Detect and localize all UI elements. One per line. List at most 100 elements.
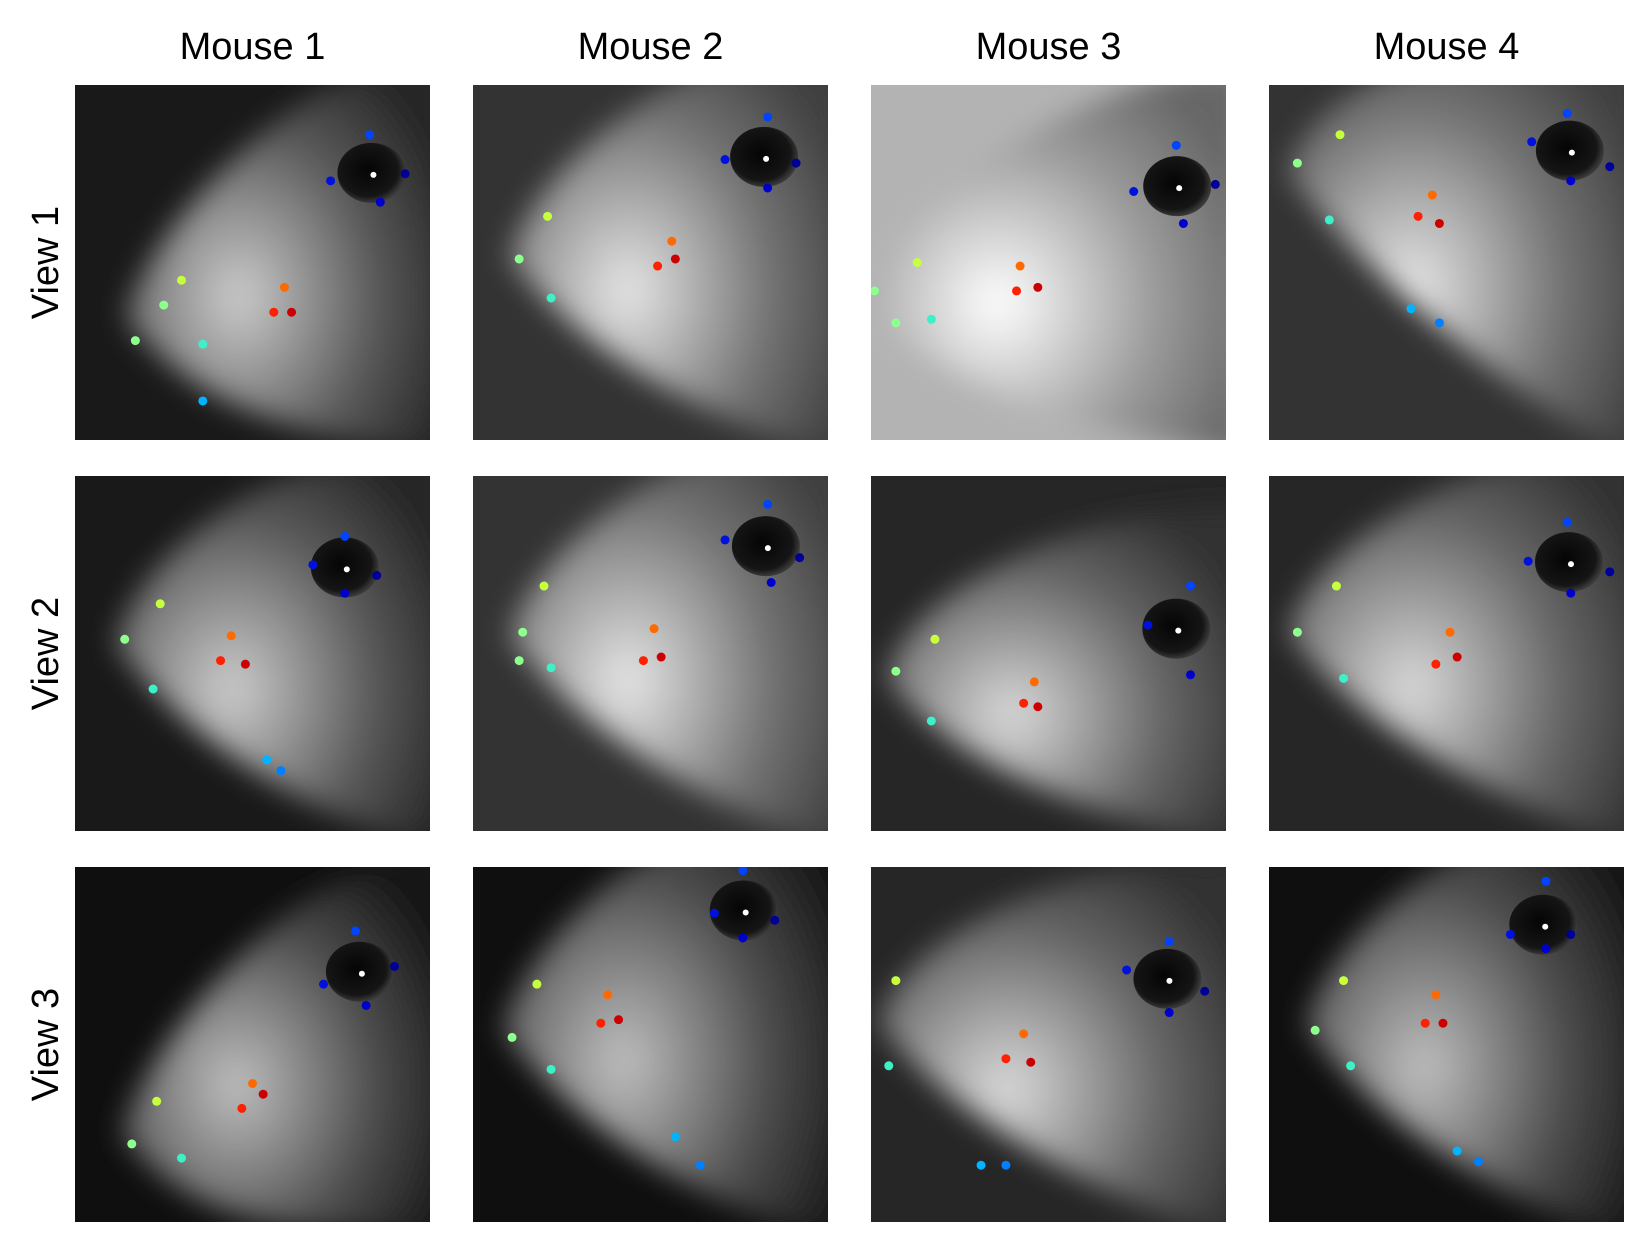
column-title-mouse-2: Mouse 2 xyxy=(577,26,724,68)
keypoint-nose-tip xyxy=(891,666,901,676)
keypoint-nose-bottom xyxy=(1346,1061,1356,1071)
keypoint-eye-front xyxy=(326,176,336,186)
keypoint-eye-front xyxy=(1129,187,1139,196)
keypoint-whisker-pad-right xyxy=(1438,1018,1448,1028)
keypoint-eye-back xyxy=(400,169,410,179)
keypoint-nose-tip xyxy=(1292,158,1302,168)
keypoint-whisker-pad-top xyxy=(226,631,236,641)
keypoint-whisker-pad-left xyxy=(216,656,226,666)
keypoint-whisker-pad-left xyxy=(1012,286,1022,296)
keypoint-nose-tip xyxy=(127,1139,137,1149)
keypoint-whisker-pad-right xyxy=(656,652,666,662)
keypoint-whisker-pad-right xyxy=(240,659,250,669)
keypoint-eye-top xyxy=(350,926,360,936)
panel-mouse-3-view-2 xyxy=(871,476,1226,831)
keypoint-eye-back xyxy=(1200,986,1210,996)
mouse-photo xyxy=(75,476,430,831)
eye-glint xyxy=(343,566,350,573)
mouse-head xyxy=(1287,85,1624,440)
keypoint-chin-2 xyxy=(276,766,286,776)
keypoint-eye-top xyxy=(1541,876,1551,886)
keypoint-eye-front xyxy=(1523,556,1533,566)
keypoint-whisker-pad-right xyxy=(1033,702,1043,712)
keypoint-eye-top xyxy=(365,130,375,140)
keypoint-eye-front xyxy=(1143,620,1153,630)
keypoint-whisker-pad-right xyxy=(1026,1057,1036,1067)
eye-glint xyxy=(764,545,771,552)
keypoint-chin xyxy=(976,1160,986,1170)
keypoint-whisker-pad-right xyxy=(258,1089,268,1099)
column-title-mouse-1: Mouse 1 xyxy=(179,26,326,68)
keypoint-whisker-pad-left xyxy=(269,307,279,317)
keypoint-eye-top xyxy=(1562,108,1572,118)
eye-glint xyxy=(358,970,365,977)
keypoint-whisker-pad-top xyxy=(603,990,613,1000)
mouse-head xyxy=(878,867,1226,1222)
keypoint-eye-bottom xyxy=(1164,1008,1174,1018)
keypoint-eye-bottom xyxy=(1186,670,1195,680)
keypoint-nose-bottom xyxy=(546,663,556,673)
keypoint-eye-bottom xyxy=(375,197,385,207)
keypoint-nose-tip xyxy=(507,1032,517,1042)
mouse-photo xyxy=(75,85,430,440)
keypoint-nose-tip xyxy=(891,318,901,328)
mouse-photo xyxy=(871,867,1226,1222)
keypoint-nose-tip xyxy=(514,254,524,264)
keypoint-eye-top xyxy=(1164,937,1174,947)
keypoint-whisker-pad-left xyxy=(1413,211,1423,221)
keypoint-whisker-pad-top xyxy=(1427,190,1437,200)
keypoint-eye-bottom xyxy=(340,588,350,598)
keypoint-nose-top xyxy=(543,211,553,221)
row-title-view-3-label: View 3 xyxy=(25,987,68,1102)
eye-glint xyxy=(1568,149,1575,156)
keypoint-whisker-pad-top xyxy=(1445,627,1455,637)
keypoint-eye-front xyxy=(720,155,730,165)
keypoint-eye-top xyxy=(763,499,773,509)
keypoint-chin xyxy=(1406,304,1416,314)
mouse-head xyxy=(502,867,828,1222)
keypoint-whisker-pad-left xyxy=(1420,1018,1430,1028)
keypoint-eye-back xyxy=(372,570,382,580)
keypoint-nose-top xyxy=(155,599,165,609)
keypoint-whisker-pad-right xyxy=(1434,218,1444,228)
keypoint-nose-top xyxy=(539,581,549,591)
keypoint-whisker-pad-left xyxy=(653,261,663,271)
keypoint-nose-top xyxy=(912,258,922,267)
keypoint-nose-bottom xyxy=(1324,215,1334,225)
mouse-head xyxy=(1305,867,1624,1222)
keypoint-eye-front xyxy=(720,535,730,545)
keypoint-nose-tip xyxy=(1292,627,1302,637)
mouse-photo xyxy=(75,867,430,1222)
keypoint-eye-bottom xyxy=(738,933,748,943)
row-title-view-2-label: View 2 xyxy=(25,596,68,711)
keypoint-eye-back xyxy=(1605,567,1615,577)
mouse-photo xyxy=(1269,85,1624,440)
keypoint-nose-top xyxy=(1335,130,1345,140)
keypoint-nose-top xyxy=(930,634,940,644)
keypoint-whisker-pad-top xyxy=(1431,990,1441,1000)
keypoint-chin xyxy=(1452,1146,1462,1156)
keypoint-nose-bottom xyxy=(546,1064,556,1074)
keypoint-eye-top xyxy=(1186,581,1195,591)
eye-glint xyxy=(1175,627,1182,634)
keypoint-eye-front xyxy=(1505,929,1515,939)
keypoint-nose-bottom xyxy=(198,339,208,349)
keypoint-eye-top xyxy=(738,867,748,876)
keypoint-nose-tip xyxy=(1310,1025,1320,1035)
keypoint-eye-back xyxy=(1605,162,1615,172)
keypoint-chin xyxy=(670,1132,680,1142)
keypoint-chin xyxy=(198,396,208,406)
mouse-photo xyxy=(473,867,828,1222)
keypoint-eye-top xyxy=(1171,140,1181,150)
keypoint-whisker-pad-top xyxy=(649,624,659,634)
mouse-head xyxy=(871,85,1226,440)
eye-glint xyxy=(370,171,377,178)
keypoint-chin-2 xyxy=(1001,1160,1011,1170)
keypoint-whisker-pad-right xyxy=(1452,652,1462,662)
mouse-photo xyxy=(473,85,828,440)
keypoint-eye-bottom xyxy=(1178,218,1188,228)
keypoint-whisker-pad-top xyxy=(1015,261,1025,271)
keypoint-nose-bottom xyxy=(884,1061,894,1071)
panel-mouse-2-view-1 xyxy=(473,85,828,440)
keypoint-nose-bottom xyxy=(926,314,936,324)
